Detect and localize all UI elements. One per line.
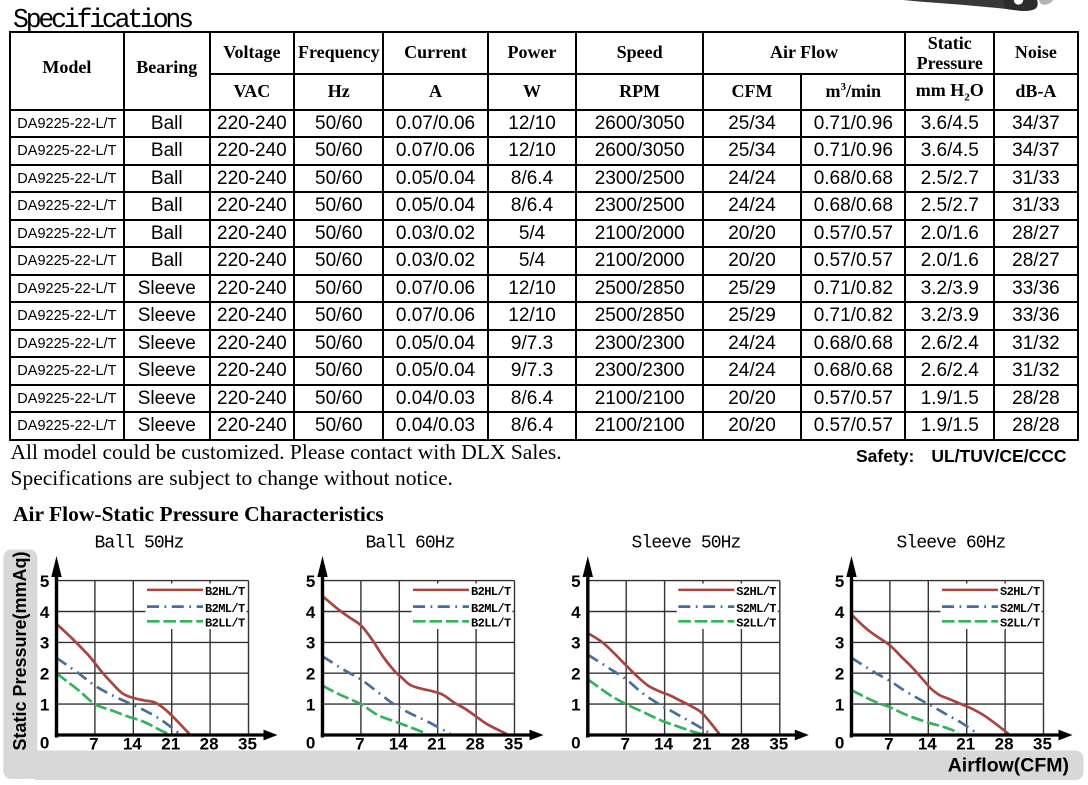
svg-text:28: 28 — [200, 735, 219, 754]
svg-text:2: 2 — [571, 665, 580, 684]
svg-text:0: 0 — [40, 734, 49, 753]
svg-text:7: 7 — [884, 735, 893, 754]
svg-text:2: 2 — [40, 665, 49, 684]
svg-text:4: 4 — [306, 603, 316, 622]
svg-text:Ball 50Hz: Ball 50Hz — [94, 534, 183, 554]
svg-text:Sleeve 60Hz: Sleeve 60Hz — [897, 534, 1006, 554]
svg-text:35: 35 — [504, 735, 523, 754]
svg-text:3: 3 — [571, 634, 580, 653]
svg-text:4: 4 — [571, 603, 581, 622]
svg-text:1: 1 — [40, 695, 49, 714]
svg-text:21: 21 — [956, 735, 975, 754]
svg-text:0: 0 — [306, 734, 315, 753]
svg-text:14: 14 — [123, 735, 142, 754]
svg-text:B2LL/T: B2LL/T — [205, 617, 245, 631]
svg-text:5: 5 — [835, 572, 844, 591]
svg-text:14: 14 — [389, 735, 408, 754]
svg-text:2: 2 — [306, 665, 315, 684]
svg-text:7: 7 — [355, 735, 364, 754]
svg-text:S2ML/T: S2ML/T — [736, 602, 776, 616]
svg-text:1: 1 — [571, 695, 580, 714]
svg-text:35: 35 — [769, 735, 788, 754]
svg-text:B2ML/T: B2ML/T — [471, 602, 511, 616]
svg-text:B2HL/T: B2HL/T — [471, 585, 511, 599]
svg-text:5: 5 — [571, 572, 580, 591]
svg-text:1: 1 — [835, 695, 844, 714]
svg-text:21: 21 — [161, 735, 180, 754]
svg-text:S2LL/T: S2LL/T — [736, 617, 776, 631]
svg-text:B2ML/T: B2ML/T — [205, 602, 245, 616]
svg-text:28: 28 — [466, 735, 485, 754]
svg-text:S2HL/T: S2HL/T — [1000, 585, 1040, 599]
svg-text:21: 21 — [427, 735, 446, 754]
svg-text:28: 28 — [995, 735, 1014, 754]
svg-text:35: 35 — [1033, 735, 1052, 754]
svg-text:B2HL/T: B2HL/T — [205, 585, 245, 599]
svg-text:2: 2 — [835, 665, 844, 684]
svg-text:1: 1 — [306, 695, 315, 714]
svg-text:3: 3 — [306, 634, 315, 653]
svg-text:3: 3 — [40, 634, 49, 653]
svg-text:S2LL/T: S2LL/T — [1000, 617, 1040, 631]
svg-text:Static Pressure(mmAq): Static Pressure(mmAq) — [10, 551, 30, 750]
svg-text:35: 35 — [238, 735, 257, 754]
svg-text:3: 3 — [835, 634, 844, 653]
svg-text:4: 4 — [40, 603, 50, 622]
svg-text:Sleeve 50Hz: Sleeve 50Hz — [632, 534, 741, 554]
svg-text:7: 7 — [620, 735, 629, 754]
svg-text:S2ML/T: S2ML/T — [1000, 602, 1040, 616]
svg-text:4: 4 — [835, 603, 845, 622]
svg-text:14: 14 — [918, 735, 937, 754]
svg-text:14: 14 — [654, 735, 673, 754]
svg-text:0: 0 — [571, 734, 580, 753]
svg-text:0: 0 — [835, 734, 844, 753]
svg-text:7: 7 — [89, 735, 98, 754]
svg-text:Airflow(CFM): Airflow(CFM) — [948, 755, 1069, 777]
svg-text:S2HL/T: S2HL/T — [736, 585, 776, 599]
svg-text:28: 28 — [731, 735, 750, 754]
svg-text:5: 5 — [40, 572, 49, 591]
svg-text:5: 5 — [306, 572, 315, 591]
svg-text:Ball 60Hz: Ball 60Hz — [365, 534, 454, 554]
svg-text:B2LL/T: B2LL/T — [471, 617, 511, 631]
svg-text:21: 21 — [693, 735, 712, 754]
